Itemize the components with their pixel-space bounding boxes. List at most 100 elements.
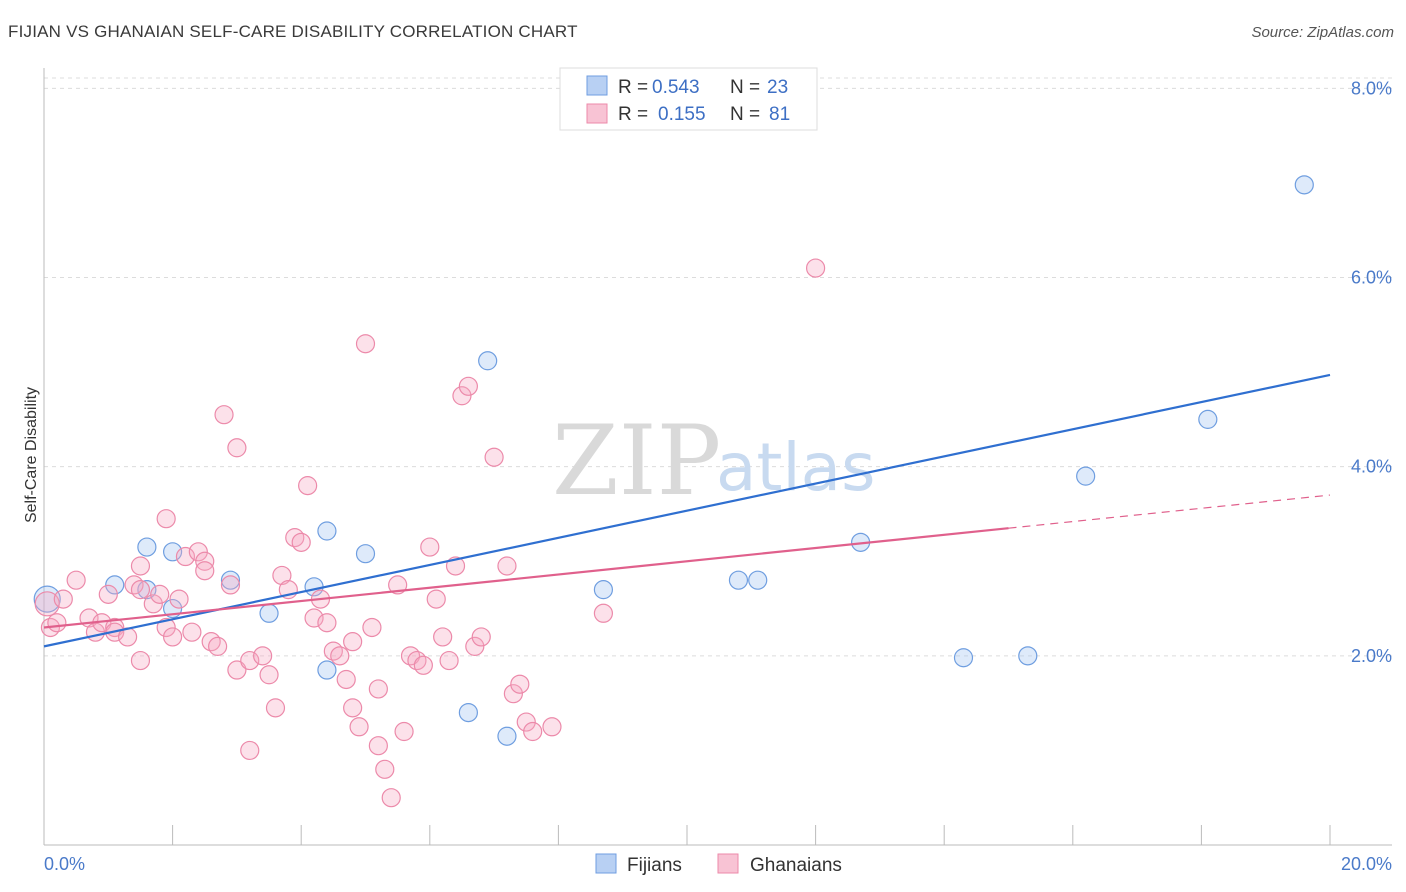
fijian-point-12 xyxy=(478,351,498,371)
ghanaian-point-33 xyxy=(240,740,260,761)
ghanaian-point-27 xyxy=(208,636,228,656)
fijian-point-21 xyxy=(1076,466,1096,486)
fijian-point-8 xyxy=(317,521,337,541)
ghanaian-point-62 xyxy=(433,627,453,647)
ghanaian-point-59 xyxy=(413,655,433,675)
legend-r-label-fijians: R = xyxy=(618,77,648,98)
ghanaian-point-79 xyxy=(805,258,826,278)
ghanaian-point-29 xyxy=(220,575,241,595)
legend-swatch-fijians xyxy=(586,75,608,96)
chart-title: FIJIAN VS GHANAIAN SELF-CARE DISABILITY … xyxy=(8,22,578,41)
fijian-point-23 xyxy=(1294,175,1314,195)
ghanaian-point-18 xyxy=(156,617,176,638)
ghanaian-point-53 xyxy=(375,759,395,779)
legend-n-label-fijians: N = xyxy=(730,77,760,98)
fijian-point-14 xyxy=(497,726,517,746)
ghanaian-point-51 xyxy=(362,617,382,638)
legend-r-value-ghanaians: 0.155 xyxy=(658,104,706,125)
ghanaian-point-30 xyxy=(227,660,247,680)
ghanaian-point-15 xyxy=(143,594,163,614)
fijian-point-3 xyxy=(137,537,157,557)
ghanaian-point-44 xyxy=(317,613,337,633)
ghanaian-point-2 xyxy=(47,613,67,633)
ghanaian-point-14 xyxy=(130,556,151,576)
legend-n-value-fijians: 23 xyxy=(767,77,788,98)
ghanaian-point-16 xyxy=(150,584,170,604)
x-tick-label-20: 20.0% xyxy=(1341,854,1392,874)
ghanaian-point-61 xyxy=(426,589,446,609)
correlation-legend: R = 0.543 N = 23 R = 0.155 N = 81 xyxy=(559,67,818,131)
ghanaian-point-67 xyxy=(465,636,485,656)
ghanaian-point-60 xyxy=(420,537,440,557)
ghanaian-point-77 xyxy=(542,717,562,737)
ghanaian-point-28 xyxy=(214,405,234,425)
legend-n-value-ghanaians: 81 xyxy=(769,104,790,125)
fijian-point-20 xyxy=(1018,646,1038,666)
fijian-point-2 xyxy=(137,580,157,600)
fijian-point-13 xyxy=(458,702,478,723)
series-legend: Fijians Ghanaians xyxy=(595,853,842,876)
ghanaian-point-19 xyxy=(163,627,183,647)
fijian-trend-line xyxy=(43,373,1331,648)
ghanaian-point-78 xyxy=(593,603,614,623)
ghanaian-point-66 xyxy=(458,376,478,396)
ghanaian-point-73 xyxy=(516,712,536,732)
ghanaian-point-21 xyxy=(175,546,196,567)
ghanaian-point-31 xyxy=(227,438,247,458)
fijian-point-22 xyxy=(1198,409,1218,429)
ghanaian-point-56 xyxy=(394,721,414,742)
fijian-point-0 xyxy=(33,585,61,613)
y-tick-label-8: 8.0% xyxy=(1351,78,1392,98)
chart-source: Source: ZipAtlas.com xyxy=(1251,24,1394,41)
fijian-point-7 xyxy=(259,603,279,623)
ghanaian-point-37 xyxy=(272,565,292,586)
ghanaian-point-35 xyxy=(259,665,279,685)
watermark-atlas: atlas xyxy=(716,429,876,506)
ghanaian-point-54 xyxy=(381,788,401,808)
ghanaian-point-48 xyxy=(343,698,363,718)
axes xyxy=(43,68,1392,846)
ghanaian-point-63 xyxy=(439,650,459,671)
data-points xyxy=(33,175,1314,808)
ghanaian-point-34 xyxy=(253,646,273,666)
fijian-point-11 xyxy=(317,660,337,680)
y-tick-label-4: 4.0% xyxy=(1351,457,1392,477)
ghanaian-point-36 xyxy=(265,698,286,718)
trend-lines xyxy=(43,373,1331,648)
fijian-point-4 xyxy=(163,542,183,562)
ghanaian-point-46 xyxy=(330,646,350,666)
ghanaian-point-47 xyxy=(336,669,356,690)
ghanaian-trend-line-extension xyxy=(1008,494,1331,529)
legend-r-label-ghanaians: R = xyxy=(618,104,648,125)
ghanaian-point-80 xyxy=(130,580,151,600)
fijian-point-15 xyxy=(593,580,614,600)
y-tick-label-2: 2.0% xyxy=(1351,646,1392,666)
fijian-point-6 xyxy=(220,570,241,590)
grid-lines xyxy=(44,77,1392,657)
ghanaian-point-71 xyxy=(503,684,523,704)
ghanaian-point-0 xyxy=(34,591,60,617)
ghanaian-point-49 xyxy=(349,717,369,737)
ghanaian-point-23 xyxy=(188,542,208,562)
ghanaian-point-75 xyxy=(368,679,388,699)
ghanaian-point-68 xyxy=(471,627,491,647)
ghanaian-point-52 xyxy=(368,736,388,756)
watermark-zip: ZIP xyxy=(552,405,721,517)
ghanaian-point-69 xyxy=(484,447,504,467)
ghanaian-point-72 xyxy=(510,674,530,694)
ghanaian-point-74 xyxy=(523,721,543,742)
fijian-point-1 xyxy=(105,575,125,595)
fijian-point-16 xyxy=(728,570,749,590)
ghanaian-point-70 xyxy=(497,556,517,576)
ghanaian-point-65 xyxy=(452,386,472,406)
legend-r-value-fijians: 0.543 xyxy=(652,77,700,98)
legend-swatch-ghanaians xyxy=(586,103,608,124)
ghanaian-point-40 xyxy=(291,532,311,552)
ghanaian-point-25 xyxy=(195,561,215,581)
ghanaian-point-4 xyxy=(66,570,86,590)
ghanaian-point-8 xyxy=(98,584,118,604)
ghanaian-point-3 xyxy=(53,589,73,609)
y-tick-label-6: 6.0% xyxy=(1351,268,1392,288)
ghanaian-point-50 xyxy=(355,334,376,354)
